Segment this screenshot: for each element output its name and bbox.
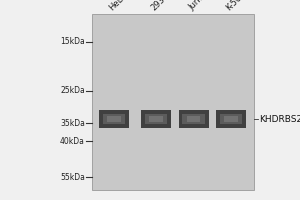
Text: 55kDa: 55kDa [60,172,85,182]
Text: 35kDa: 35kDa [60,118,85,128]
Bar [141,110,171,128]
Bar [178,110,208,128]
Bar [145,114,167,124]
Text: KHDRBS2: KHDRBS2 [260,114,300,123]
Text: 293T: 293T [150,0,171,12]
Bar [187,116,200,122]
Bar [92,14,254,190]
Bar [220,114,242,124]
Text: HeLa: HeLa [108,0,129,12]
Bar [99,110,129,128]
Bar [107,116,121,122]
Text: 25kDa: 25kDa [60,86,85,95]
Text: K-562: K-562 [225,0,247,12]
Bar [224,116,238,122]
Bar [149,116,163,122]
Text: 40kDa: 40kDa [60,136,85,146]
Bar [182,114,205,124]
Bar [103,114,125,124]
Text: Jurkat: Jurkat [187,0,211,12]
Text: 15kDa: 15kDa [60,38,85,46]
Bar [216,110,246,128]
